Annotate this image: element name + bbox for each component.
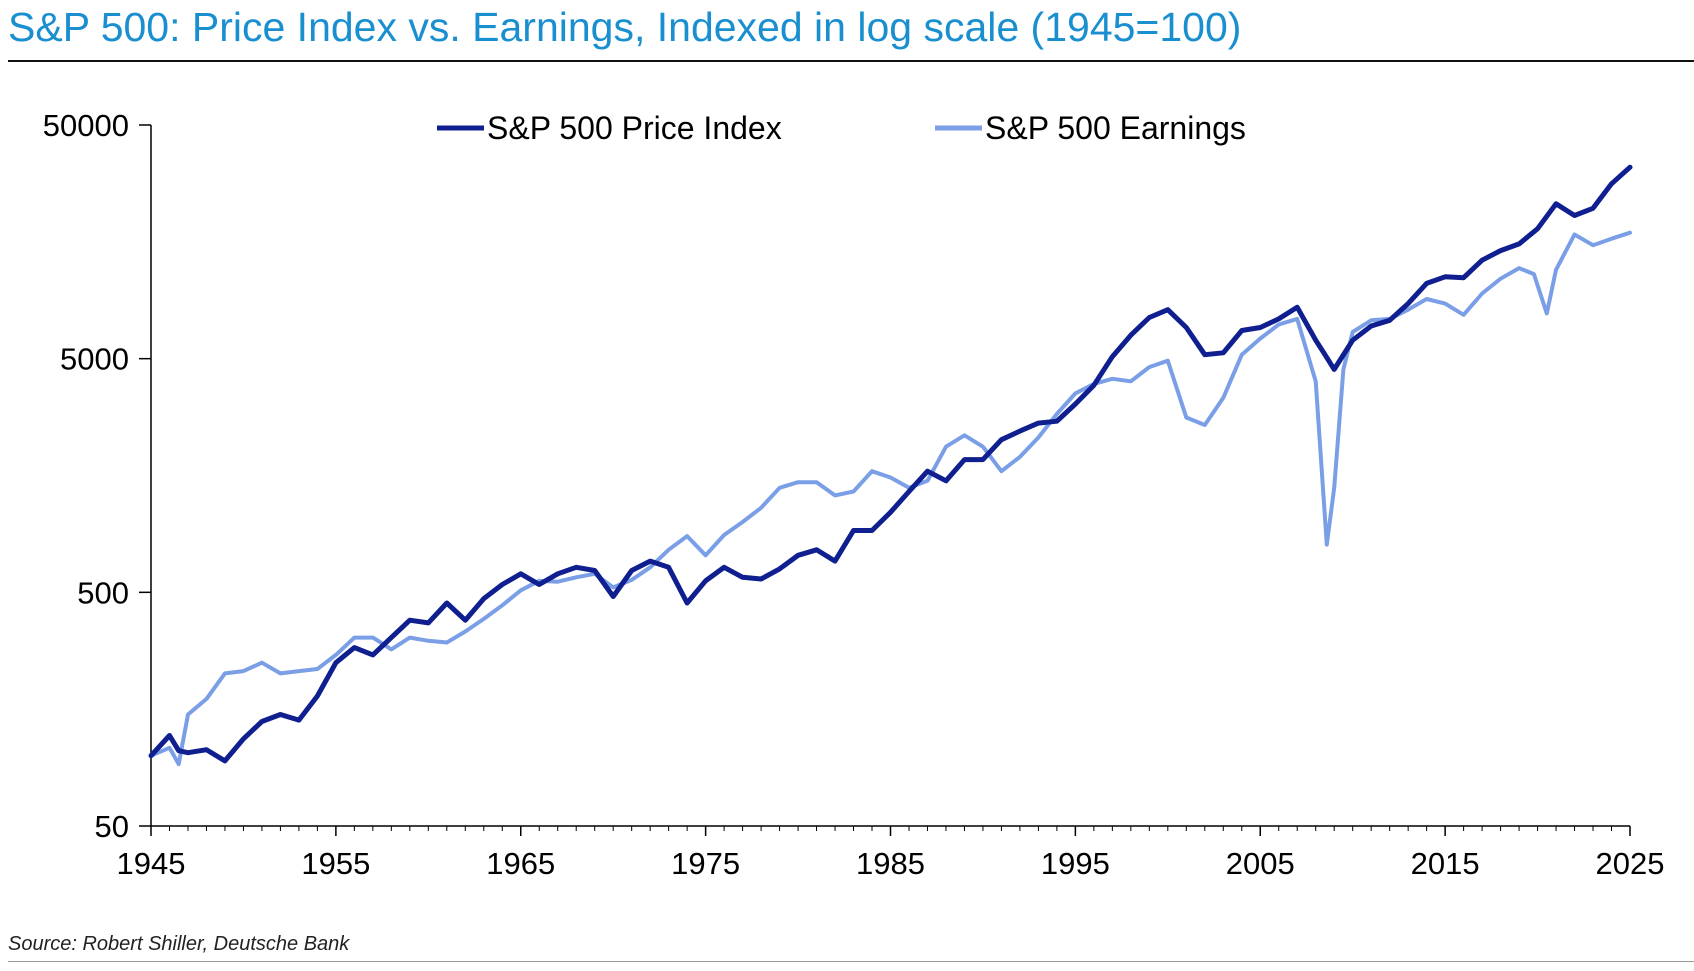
x-tick-label: 2005 <box>1226 846 1295 881</box>
x-tick-label: 1965 <box>486 846 555 881</box>
line-chart: 50 500 5000 50000 1945 1955 1965 1975 1985 1995 20… <box>43 108 1665 881</box>
source-note: Source: Robert Shiller, Deutsche Bank <box>8 933 350 955</box>
series-line-earnings <box>149 230 1632 767</box>
footer-divider <box>8 961 1694 962</box>
x-tick-label: 1945 <box>117 846 186 881</box>
legend-label: S&P 500 Earnings <box>985 110 1246 146</box>
chart-series <box>148 164 1633 767</box>
x-tick-label: 1975 <box>671 846 740 881</box>
chart-title: S&P 500: Price Index vs. Earnings, Index… <box>8 4 1242 50</box>
x-tick-label: 1955 <box>301 846 370 881</box>
y-tick-label: 50000 <box>43 108 129 143</box>
chart-axes: 50 500 5000 50000 1945 1955 1965 1975 1985 1995 20… <box>43 108 1665 881</box>
series-line-price-index <box>148 164 1633 764</box>
legend-earnings: S&P 500 Earnings <box>935 110 1246 146</box>
chart-legend: S&P 500 Price Index S&P 500 Earnings <box>437 110 1246 146</box>
y-tick-label: 500 <box>77 575 129 610</box>
x-tick-label: 1995 <box>1041 846 1110 881</box>
title-divider <box>8 60 1694 62</box>
legend-price-index: S&P 500 Price Index <box>437 110 782 146</box>
x-tick-label: 2015 <box>1411 846 1480 881</box>
x-tick-label: 2025 <box>1596 846 1665 881</box>
legend-label: S&P 500 Price Index <box>487 110 782 146</box>
y-tick-label: 5000 <box>60 342 129 377</box>
x-tick-label: 1985 <box>856 846 925 881</box>
y-tick-label: 50 <box>95 809 129 844</box>
